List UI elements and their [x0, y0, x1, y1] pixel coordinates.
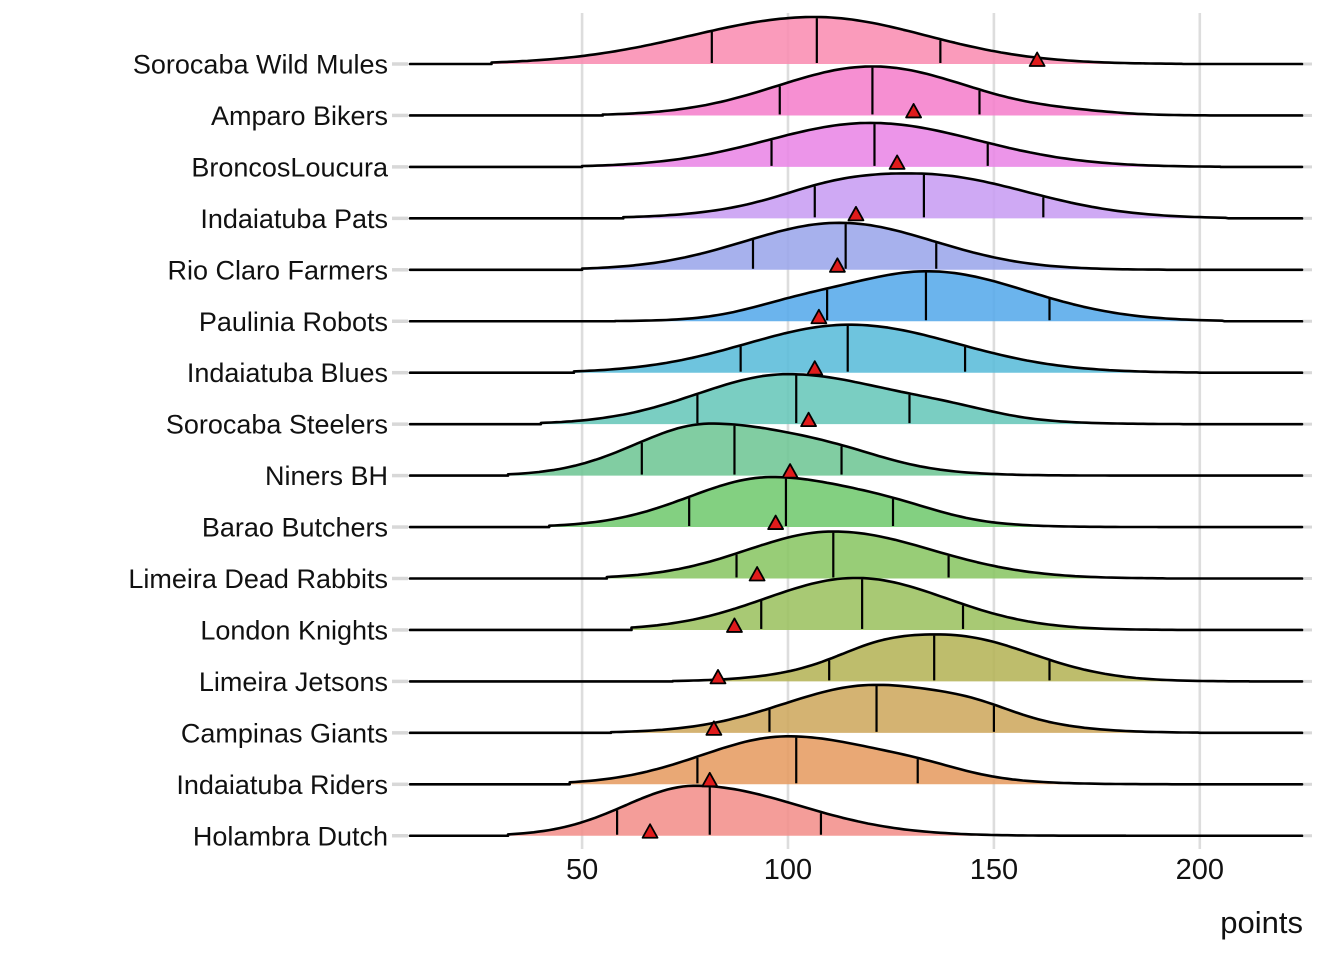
- team-label-holambra-dutch: Holambra Dutch: [193, 821, 388, 851]
- x-tick-label-100: 100: [764, 854, 812, 886]
- marker-triangle-london-knights: [726, 617, 743, 633]
- marker-triangle-indaiatuba-riders: [701, 771, 719, 788]
- x-axis-title: points: [1220, 905, 1303, 940]
- density-curve-london-knights: [408, 576, 1304, 632]
- marker-triangle-sorocaba-steelers: [800, 411, 817, 428]
- team-label-campinas-giants: Campinas Giants: [181, 718, 388, 748]
- density-curve-niners-bh: [408, 422, 1304, 477]
- team-label-london-knights: London Knights: [200, 615, 388, 645]
- density-curve-indaiatuba-pats: [408, 172, 1304, 220]
- marker-triangle-barao-butchers: [767, 514, 785, 530]
- marker-triangle-amparo-bikers: [905, 103, 922, 119]
- density-curve-sorocaba-wild-mules: [408, 15, 1304, 66]
- density-curve-rio-claro-farmers: [408, 221, 1304, 272]
- marker-triangle-indaiatuba-pats: [847, 205, 865, 222]
- team-label-indaiatuba-riders: Indaiatuba Riders: [176, 770, 388, 800]
- density-curve-holambra-dutch: [408, 784, 1304, 838]
- team-label-indaiatuba-blues: Indaiatuba Blues: [187, 358, 388, 388]
- team-label-niners-bh: Niners BH: [265, 461, 388, 491]
- x-tick-label-200: 200: [1176, 854, 1224, 886]
- marker-triangle-paulinia-robots: [810, 308, 828, 325]
- density-curve-campinas-giants: [408, 683, 1304, 735]
- marker-triangle-holambra-dutch: [641, 823, 659, 839]
- team-label-broncosloucura: BroncosLoucura: [191, 152, 389, 182]
- marker-triangle-limeira-jetsons: [709, 669, 727, 685]
- marker-triangle-rio-claro-farmers: [829, 257, 846, 273]
- team-label-barao-butchers: Barao Butchers: [202, 513, 388, 543]
- marker-triangle-campinas-giants: [705, 720, 723, 736]
- team-label-sorocaba-steelers: Sorocaba Steelers: [166, 410, 388, 440]
- team-label-indaiatuba-pats: Indaiatuba Pats: [200, 204, 388, 234]
- marker-triangle-sorocaba-wild-mules: [1028, 51, 1046, 67]
- density-curve-limeira-dead-rabbits: [408, 530, 1304, 580]
- x-tick-label-150: 150: [970, 854, 1018, 886]
- team-label-rio-claro-farmers: Rio Claro Farmers: [167, 255, 388, 285]
- x-tick-label-50: 50: [566, 854, 598, 886]
- density-curve-amparo-bikers: [408, 65, 1304, 117]
- density-curve-barao-butchers: [408, 475, 1304, 529]
- marker-triangle-niners-bh: [781, 463, 799, 479]
- team-label-limeira-dead-rabbits: Limeira Dead Rabbits: [128, 564, 388, 594]
- density-curve-sorocaba-steelers: [408, 372, 1304, 426]
- density-curve-indaiatuba-blues: [408, 323, 1304, 374]
- density-curve-indaiatuba-riders: [408, 735, 1304, 786]
- team-label-paulinia-robots: Paulinia Robots: [199, 307, 388, 337]
- team-label-amparo-bikers: Amparo Bikers: [211, 101, 388, 131]
- marker-triangle-broncosloucura: [888, 154, 906, 170]
- team-label-sorocaba-wild-mules: Sorocaba Wild Mules: [133, 50, 388, 80]
- density-curve-limeira-jetsons: [408, 633, 1304, 683]
- density-curve-broncosloucura: [408, 121, 1304, 169]
- marker-triangle-indaiatuba-blues: [806, 360, 824, 376]
- density-curve-paulinia-robots: [408, 270, 1304, 323]
- team-label-limeira-jetsons: Limeira Jetsons: [199, 667, 388, 697]
- marker-triangle-limeira-dead-rabbits: [748, 566, 766, 582]
